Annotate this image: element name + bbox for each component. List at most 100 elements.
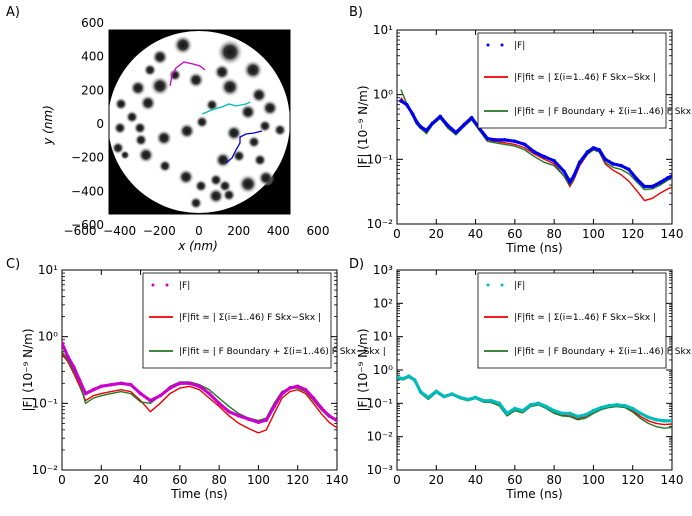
skyrmion xyxy=(237,173,259,195)
data-point xyxy=(542,154,547,159)
skyrmion xyxy=(219,76,241,98)
xtick-label: 100 xyxy=(247,473,270,487)
data-point xyxy=(630,406,635,411)
legend-label: |F|fit ≃ | Σ(i=1..46) F Skx−Skx | xyxy=(514,73,656,83)
data-point xyxy=(246,417,251,421)
xtick-label: 100 xyxy=(582,227,605,241)
skyrmion xyxy=(232,149,246,163)
legend-marker xyxy=(151,283,155,287)
xtick-label: 100 xyxy=(582,473,605,487)
panel-a-xtick: −600 xyxy=(64,224,97,238)
xtick-label: 60 xyxy=(172,473,187,487)
skyrmion xyxy=(242,59,264,81)
xtick-label: 40 xyxy=(468,227,483,241)
data-point xyxy=(442,394,446,399)
data-point xyxy=(77,378,82,383)
trajectory-magenta xyxy=(169,61,206,87)
skyrmion xyxy=(194,179,208,193)
panel-a-xtick: −200 xyxy=(143,224,176,238)
data-point xyxy=(99,384,104,389)
legend-marker xyxy=(486,43,490,47)
y-axis-label: |F| (10⁻⁹ N/m) xyxy=(21,328,35,411)
data-point xyxy=(327,414,331,418)
data-point xyxy=(303,387,308,392)
data-point xyxy=(446,124,450,128)
skyrmion xyxy=(214,151,232,169)
legend-marker xyxy=(500,283,504,287)
panel-d-label: D) xyxy=(349,257,364,272)
skyrmion xyxy=(247,135,261,149)
skyrmion xyxy=(139,94,157,112)
xtick-label: 20 xyxy=(94,473,109,487)
data-point xyxy=(288,386,292,390)
data-point xyxy=(461,123,466,127)
skyrmion xyxy=(187,71,205,89)
x-axis-label: Time (ns) xyxy=(505,487,562,501)
data-point xyxy=(236,414,241,418)
legend-label: |F|fit ≃ | F Boundary + Σ(i=1..46) F Skx… xyxy=(514,107,692,117)
data-point xyxy=(410,112,415,116)
xtick-label: 140 xyxy=(661,473,684,487)
data-point xyxy=(522,142,527,147)
skyrmion xyxy=(189,196,203,210)
data-point xyxy=(520,408,525,413)
ytick-label: 10⁻² xyxy=(32,463,59,477)
data-point xyxy=(577,160,582,165)
data-point xyxy=(513,406,517,411)
data-point xyxy=(128,382,133,387)
x-axis-label: Time (ns) xyxy=(505,241,562,255)
data-point xyxy=(670,174,672,178)
data-point xyxy=(503,138,507,142)
skyrmion xyxy=(151,48,169,66)
data-point xyxy=(272,404,276,409)
xtick-label: 140 xyxy=(326,473,349,487)
panel-a-xtick: 200 xyxy=(227,224,250,238)
ytick-label: 10⁰ xyxy=(373,363,393,377)
skyrmion xyxy=(172,34,194,56)
legend: |F| |F|fit ≃ | Σ(i=1..46) F Skx−Skx | |F|f… xyxy=(477,272,692,369)
data-point xyxy=(638,411,643,416)
data-point xyxy=(401,376,405,381)
data-point xyxy=(399,99,403,103)
legend-box xyxy=(477,272,667,369)
data-point xyxy=(658,180,663,185)
data-point xyxy=(405,102,409,107)
data-point xyxy=(597,148,602,152)
data-point xyxy=(642,184,647,189)
skyrmion xyxy=(239,103,257,121)
trajectory-cyan xyxy=(201,101,251,115)
data-point xyxy=(450,392,454,396)
data-point xyxy=(71,365,76,369)
xtick-label: 120 xyxy=(621,473,644,487)
data-point xyxy=(406,374,411,379)
data-point xyxy=(532,150,537,154)
panel-a-label: A) xyxy=(6,5,20,20)
skyrmion xyxy=(216,38,244,66)
legend-marker xyxy=(165,283,169,287)
xtick-label: 80 xyxy=(547,473,562,487)
skyrmion xyxy=(195,115,209,129)
panel-d-chart: 0 20 40 60 80 100 120 140 10⁻³ 10⁻² 10⁻¹ 10⁰ 10¹ 10² 1… xyxy=(356,263,692,501)
data-point xyxy=(148,398,153,403)
ytick-label: 10⁻² xyxy=(367,217,394,231)
data-point xyxy=(619,163,623,168)
panel-a-xtick: 400 xyxy=(267,224,290,238)
data-point xyxy=(418,390,423,394)
xtick-label: 0 xyxy=(393,227,401,241)
skyrmion-disk-image xyxy=(108,30,290,214)
skyrmion xyxy=(257,169,275,187)
data-point xyxy=(623,403,627,408)
xtick-label: 40 xyxy=(468,473,483,487)
panel-a-axes: −600 −400 −200 0 200 400 6006004002000−200−400… xyxy=(64,16,330,238)
legend-label: |F|fit ≃ | Σ(i=1..46) F Skx−Skx | xyxy=(514,313,656,323)
ytick-label: 10¹ xyxy=(38,263,58,277)
skyrmion xyxy=(222,188,236,202)
series-fit-line xyxy=(62,353,337,434)
data-point xyxy=(418,124,423,129)
skyrmion xyxy=(253,153,267,167)
ytick-label: 10⁻³ xyxy=(367,463,394,477)
legend-label: |F|fit ≃ | F Boundary + Σ(i=1..46) F Skx… xyxy=(179,347,386,357)
xtick-label: 0 xyxy=(58,473,66,487)
data-point xyxy=(599,405,604,410)
